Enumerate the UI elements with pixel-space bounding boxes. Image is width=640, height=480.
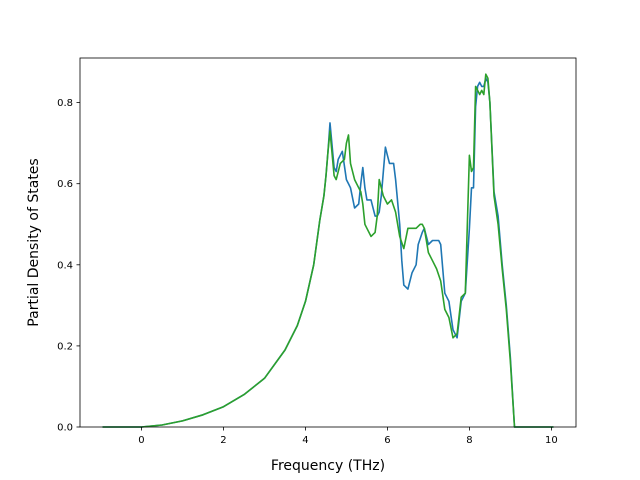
y-tick-label: 0.0 [57, 423, 73, 434]
series-layer [102, 73, 554, 428]
x-tick-label: 6 [384, 435, 390, 446]
plot-frame [79, 57, 577, 428]
x-tick-label: 10 [545, 435, 558, 446]
series-line-2 [102, 73, 554, 428]
x-axis-ticks: 0 2 4 6 8 10 [138, 427, 558, 446]
x-tick-label: 8 [466, 435, 472, 446]
x-tick-label: 2 [220, 435, 226, 446]
x-tick-label: 4 [302, 435, 308, 446]
y-axis-ticks: 0.0 0.2 0.4 0.6 0.8 [57, 98, 80, 434]
x-axis-label: Frequency (THz) [271, 458, 385, 474]
y-axis-label: Partial Density of States [26, 158, 42, 326]
x-tick-label: 0 [138, 435, 144, 446]
y-tick-label: 0.4 [57, 260, 73, 271]
y-tick-label: 0.8 [57, 98, 73, 109]
y-tick-label: 0.6 [57, 179, 73, 190]
y-tick-label: 0.2 [57, 341, 73, 352]
